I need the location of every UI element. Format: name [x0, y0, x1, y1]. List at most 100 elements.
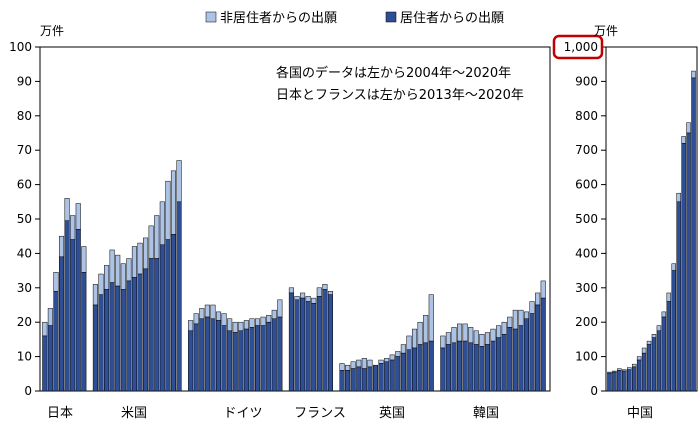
bar-resident — [646, 344, 652, 392]
bar-nonresident — [507, 316, 513, 328]
bar-nonresident — [176, 160, 182, 203]
bar-resident — [686, 132, 691, 392]
bar-resident — [612, 371, 617, 392]
y-tick-label: 60 — [17, 178, 32, 192]
bar-nonresident — [518, 309, 524, 326]
bar-nonresident — [221, 313, 227, 326]
bar-nonresident — [636, 356, 642, 361]
bar-resident — [462, 340, 468, 392]
bar-resident — [271, 318, 277, 392]
bar-nonresident — [671, 263, 676, 271]
bar-resident — [176, 201, 182, 392]
bar-nonresident — [210, 304, 216, 320]
bar-resident — [468, 342, 474, 392]
bar-nonresident — [255, 318, 261, 326]
bar-resident — [243, 328, 249, 392]
bar-nonresident — [159, 201, 165, 246]
legend-label: 居住者からの出願 — [400, 11, 504, 26]
y-tick-label: 80 — [17, 109, 32, 123]
bar-resident — [64, 220, 70, 392]
y-tick-label: 200 — [575, 315, 598, 329]
bar-resident — [294, 299, 300, 392]
bar-nonresident — [631, 363, 637, 368]
bar-nonresident — [361, 358, 367, 369]
bar-resident — [345, 370, 351, 392]
bar-nonresident — [529, 301, 535, 314]
category-label: 日本 — [47, 406, 73, 421]
bar-resident — [501, 333, 507, 392]
bar-nonresident — [300, 292, 306, 299]
y-tick-label: 600 — [575, 178, 598, 192]
bar-resident — [227, 330, 233, 392]
bar-resident — [109, 282, 115, 392]
bar-resident — [339, 370, 345, 392]
bar-resident — [400, 352, 406, 392]
bar-resident — [47, 325, 53, 392]
bar-resident — [311, 303, 317, 392]
y-tick-label: 1,000 — [564, 40, 598, 54]
bar-nonresident — [484, 332, 490, 345]
y-tick-label: 700 — [575, 143, 598, 157]
bar-resident — [249, 327, 255, 392]
bar-resident — [636, 359, 642, 392]
bar-resident — [260, 325, 266, 392]
bar-nonresident — [165, 180, 171, 240]
bar-resident — [58, 256, 65, 392]
bar-resident — [361, 368, 367, 392]
bar-resident — [451, 342, 457, 392]
bar-resident — [423, 342, 429, 392]
bar-resident — [631, 366, 637, 392]
y-tick-label: 900 — [575, 74, 598, 88]
bar-resident — [428, 340, 434, 392]
bar-resident — [277, 316, 283, 392]
bar-nonresident — [277, 299, 283, 318]
bar-resident — [92, 304, 98, 392]
bar-resident — [221, 325, 227, 392]
bar-resident — [165, 239, 171, 392]
bar-resident — [666, 301, 672, 392]
bar-nonresident — [339, 363, 345, 371]
bar-nonresident — [535, 292, 541, 306]
bar-resident — [671, 270, 676, 392]
bar-resident — [540, 297, 546, 392]
bar-resident — [523, 318, 530, 392]
bar-resident — [518, 325, 524, 392]
bar-nonresident — [473, 330, 479, 345]
bar-resident — [120, 289, 126, 392]
bar-nonresident — [468, 327, 474, 344]
bar-nonresident — [109, 249, 115, 283]
bar-resident — [417, 344, 423, 392]
bar-nonresident — [501, 321, 507, 335]
bar-resident — [367, 366, 373, 392]
bar-resident — [266, 321, 272, 392]
bar-resident — [384, 361, 390, 392]
bar-resident — [327, 294, 333, 392]
bar-nonresident — [316, 287, 322, 297]
bar-nonresident — [389, 354, 395, 361]
bar-resident — [457, 340, 463, 392]
category-label: 韓国 — [473, 406, 499, 421]
y-tick-label: 30 — [17, 281, 32, 295]
bar-nonresident — [641, 347, 647, 354]
bar-nonresident — [666, 292, 672, 302]
bar-resident — [372, 364, 379, 392]
bar-nonresident — [294, 296, 300, 301]
bar-nonresident — [115, 254, 121, 287]
bar-resident — [512, 328, 518, 392]
bar-nonresident — [266, 315, 272, 323]
bar-resident — [210, 318, 216, 392]
category-label: 米国 — [121, 406, 147, 421]
bar-nonresident — [120, 263, 126, 290]
bar-nonresident — [411, 328, 418, 349]
y-tick-label: 70 — [17, 143, 32, 157]
bar-nonresident — [417, 321, 423, 345]
bar-nonresident — [154, 215, 160, 259]
bar-resident — [535, 304, 541, 392]
bar-resident — [350, 368, 356, 392]
bar-resident — [126, 280, 132, 392]
bar-resident — [193, 323, 199, 392]
bar-resident — [529, 313, 535, 392]
y-tick-label: 40 — [17, 246, 32, 260]
